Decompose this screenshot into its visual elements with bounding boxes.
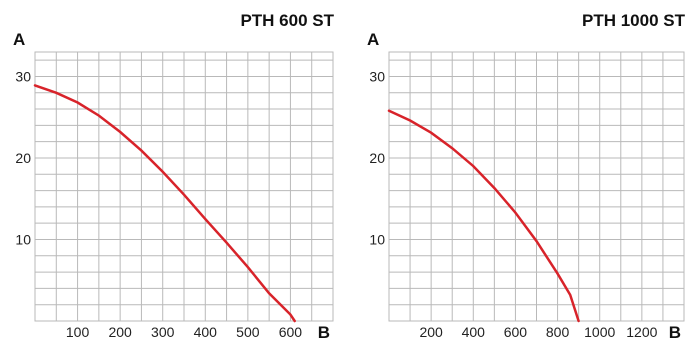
chart1-y-tick-label: 30	[15, 68, 31, 84]
chart1-x-tick-label: 200	[108, 324, 132, 340]
chart1-x-tick-label: 100	[66, 324, 90, 340]
chart2-x-axis-label: B	[669, 323, 681, 341]
chart2-x-tick-label: 200	[419, 324, 443, 340]
chart2-title: PTH 1000 ST	[582, 11, 686, 30]
chart2-x-tick-label: 400	[462, 324, 486, 340]
chart2-y-tick-label: 10	[369, 231, 385, 247]
chart1-x-tick-label: 300	[151, 324, 175, 340]
chart1-y-axis-label: A	[13, 30, 25, 49]
chart2-y-axis-label: A	[367, 30, 379, 49]
chart1-x-axis-label: B	[318, 323, 330, 341]
chart2-y-tick-label: 30	[369, 68, 385, 84]
chart1-x-tick-label: 400	[194, 324, 218, 340]
chart2-y-tick-label: 20	[369, 150, 385, 166]
chart1-series-line	[33, 84, 296, 323]
chart1-x-tick-label: 500	[236, 324, 260, 340]
chart1-frame	[34, 51, 334, 322]
chart1-y-tick-label: 20	[15, 150, 31, 166]
chart2-x-tick-label: 1200	[626, 324, 657, 340]
chart2-x-tick-label: 800	[546, 324, 570, 340]
chart2-frame	[388, 51, 685, 322]
chart2-x-tick-label: 600	[504, 324, 528, 340]
chart2-x-tick-label: 1000	[584, 324, 615, 340]
chart1-title: PTH 600 ST	[240, 11, 334, 30]
chart2-series-line	[387, 109, 580, 323]
chart1-x-tick-label: 600	[279, 324, 303, 340]
chart1-y-tick-label: 10	[15, 231, 31, 247]
